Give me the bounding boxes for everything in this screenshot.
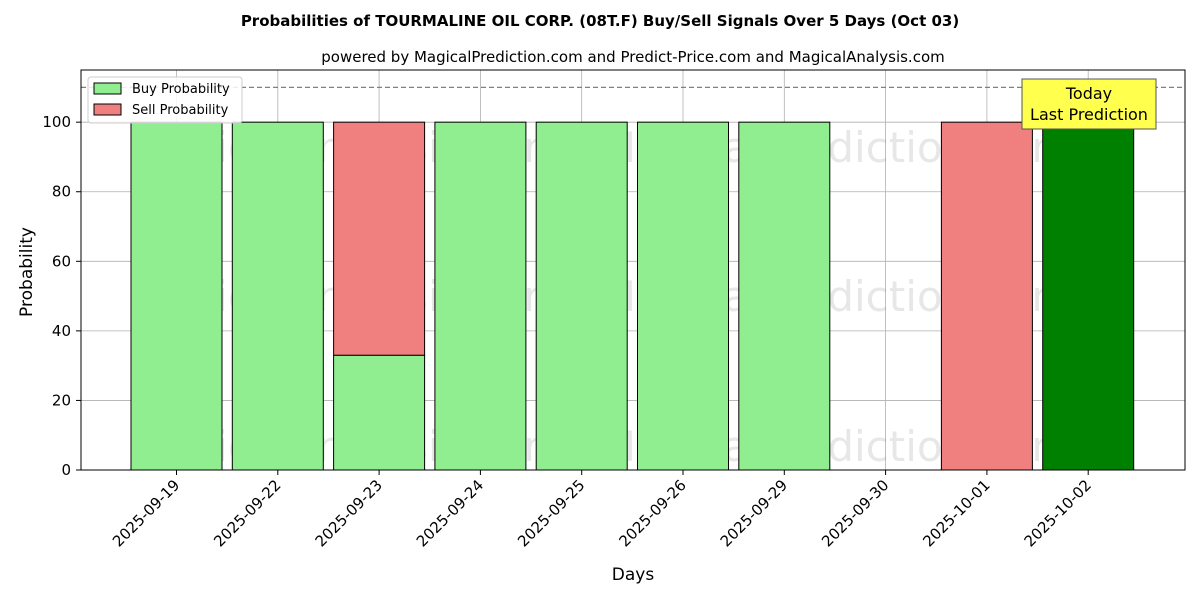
x-tick-label: 2025-10-01 xyxy=(919,476,993,550)
x-tick-label: 2025-09-19 xyxy=(109,476,183,550)
buy-bar-2025-09-25 xyxy=(535,121,628,471)
x-axis: 2025-09-19 2025-09-22 2025-09-23 2025-09-24… xyxy=(109,470,1095,550)
y-axis-label: Probability xyxy=(17,227,37,317)
legend-swatch xyxy=(93,103,122,116)
y-axis: 0 20 40 60 80 100 xyxy=(42,113,81,479)
y-tick-label: 40 xyxy=(52,322,71,340)
y-tick-label: 60 xyxy=(52,252,71,270)
x-tick-label: 2025-09-23 xyxy=(312,476,386,550)
legend: Buy Probability Sell Probability xyxy=(87,76,243,124)
buy-bar-2025-09-29 xyxy=(738,121,831,471)
x-tick-label: 2025-09-30 xyxy=(818,476,892,550)
annotation-box xyxy=(1021,78,1157,130)
x-tick-label: 2025-09-29 xyxy=(717,476,791,550)
buy-bar-2025-09-22 xyxy=(231,121,324,471)
y-tick-label: 100 xyxy=(42,113,71,131)
legend-label: Buy Probability xyxy=(132,82,230,97)
legend-box xyxy=(87,76,243,124)
y-tick-label: 20 xyxy=(52,391,71,409)
x-tick-label: 2025-09-22 xyxy=(210,476,284,550)
plot-frame xyxy=(80,69,1186,471)
sell-bar-2025-10-01 xyxy=(940,121,1033,471)
y-tick-label: 0 xyxy=(61,461,71,479)
buy-bar-2025-09-23 xyxy=(333,354,426,471)
annotation-line: Today xyxy=(1065,84,1112,103)
bars xyxy=(130,121,1135,471)
legend-swatch xyxy=(93,82,122,95)
buy-bar-2025-09-26 xyxy=(637,121,729,471)
chart-subtitle: powered by MagicalPrediction.com and Pre… xyxy=(321,48,945,66)
legend-label: Sell Probability xyxy=(132,103,229,118)
buy-bar-2025-10-02 xyxy=(1042,121,1135,471)
chart-title: Probabilities of TOURMALINE OIL CORP. (0… xyxy=(241,12,959,30)
sell-bar-2025-09-23 xyxy=(333,121,426,356)
x-axis-label: Days xyxy=(612,565,655,585)
today-annotation: Today Last Prediction xyxy=(1021,78,1157,130)
x-tick-label: 2025-09-25 xyxy=(514,476,588,550)
buy-bar-2025-09-19 xyxy=(130,121,223,471)
x-tick-label: 2025-09-26 xyxy=(615,476,689,550)
x-tick-label: 2025-10-02 xyxy=(1021,476,1095,550)
buy-bar-2025-09-24 xyxy=(434,121,527,471)
y-tick-label: 80 xyxy=(52,183,71,201)
x-tick-label: 2025-09-24 xyxy=(413,476,487,550)
annotation-line: Last Prediction xyxy=(1030,105,1148,124)
